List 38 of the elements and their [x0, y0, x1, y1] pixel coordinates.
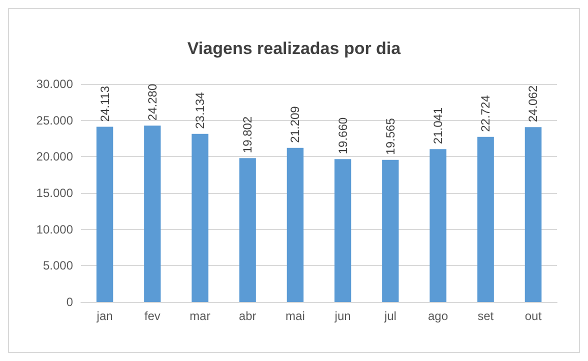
bar: [477, 136, 494, 302]
bar: [524, 127, 542, 302]
data-label: 19.802: [240, 116, 255, 154]
y-tick-label: 0: [66, 295, 74, 309]
x-tick-label: abr: [238, 309, 256, 323]
data-label: 22.724: [478, 94, 493, 132]
data-label: 21.209: [288, 106, 302, 143]
y-tick-label: 25.000: [36, 113, 74, 128]
bar: [430, 149, 446, 302]
bar: [334, 159, 352, 302]
y-tick-label: 10.000: [36, 222, 74, 236]
x-tick-label: jul: [383, 309, 396, 323]
x-tick-label: set: [478, 309, 494, 323]
bar: [239, 158, 256, 302]
bar: [382, 160, 399, 302]
x-tick-label: mai: [286, 309, 305, 323]
x-tick-label: out: [524, 309, 542, 323]
chart-title: Viagens realizadas por dia: [187, 39, 402, 58]
x-tick-label: mar: [190, 309, 210, 323]
bar: [192, 134, 208, 302]
data-label: 23.134: [193, 92, 207, 129]
y-tick-label: 15.000: [36, 186, 74, 200]
data-label: 24.113: [98, 86, 112, 122]
x-tick-label: jun: [334, 309, 351, 323]
bar: [144, 126, 161, 302]
y-tick-label: 30.000: [36, 77, 74, 91]
x-tick-label: fev: [144, 309, 160, 323]
data-label: 19.565: [383, 118, 398, 155]
data-label: 24.280: [145, 84, 160, 121]
data-label: 21.041: [431, 107, 445, 144]
x-tick-label: ago: [428, 309, 448, 323]
bar: [96, 126, 114, 302]
x-tick-label: jan: [96, 309, 113, 323]
y-tick-label: 20.000: [36, 150, 74, 164]
bar: [286, 148, 304, 302]
y-tick-label: 5.000: [42, 258, 74, 273]
data-label: 19.660: [336, 117, 350, 154]
data-label: 24.062: [526, 85, 540, 122]
